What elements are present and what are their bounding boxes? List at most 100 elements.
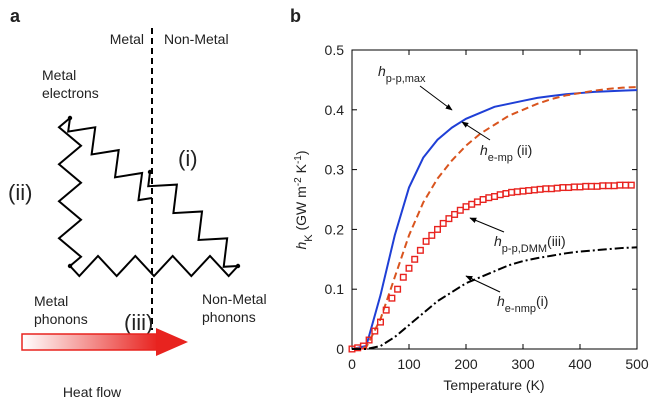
data-point [622,181,630,189]
metal-label: Metal [110,31,144,47]
label-part: -2 [293,177,304,186]
label-part: p-p,DMM [502,243,547,255]
label-part: h [293,242,309,250]
data-point [599,182,607,190]
node-dot [235,263,241,269]
data-point [439,219,447,227]
data-point [502,190,510,198]
label-part: e-mp [488,152,513,164]
series-line [351,89,638,350]
annotation-arrow [465,275,501,293]
panel-a: a Metal Non-Metal Metal electrons (ii) (… [8,6,267,400]
data-point [610,182,618,190]
label-part: (i) [536,293,548,309]
coupling-zigzag [147,171,239,268]
data-point [377,318,385,326]
panel-label: b [290,6,301,26]
data-point [371,327,379,335]
data-point [411,255,419,263]
path-label: (i) [178,146,198,171]
rich-label: he-nmp(i) [497,293,548,315]
path-label: (ii) [8,180,32,205]
data-point [542,185,550,193]
annotation-arrow [419,85,453,111]
data-point [462,203,470,211]
data-point [456,206,464,214]
data-point [428,231,436,239]
x-tick-label: 300 [511,356,535,372]
label-part: K [293,163,309,177]
non-metal-label: Non-Metal [164,31,229,47]
series-line [351,86,638,350]
annotation-arrow [469,217,505,233]
heat-flow-label: Heat flow [63,384,122,400]
y-tick-label: 0.1 [325,281,345,297]
data-point [416,246,424,254]
metal-phonons-label: phonons [34,311,88,327]
data-point [559,184,567,192]
label-part: e-nmp [505,303,536,315]
data-point [382,306,390,314]
data-point [399,273,407,281]
label-part: h [497,293,505,309]
data-point [513,188,521,196]
y-tick-label: 0.3 [325,162,345,178]
metal-electrons-label: Metal [42,67,76,83]
annotation-arrow [461,121,491,141]
heat-arrow-head [156,328,188,356]
data-point [422,237,430,245]
metal-electrons-label: electrons [42,85,99,101]
panel-label: a [10,6,21,26]
data-point [576,183,584,191]
data-point [519,187,527,195]
data-point [405,264,413,272]
x-tick-label: 100 [397,356,421,372]
plot-frame [351,49,638,350]
y-tick-label: 0.5 [325,42,345,58]
rich-label: hp-p,DMM(iii) [494,233,566,255]
data-point [525,187,533,195]
rich-label: hp-p,max [378,63,426,85]
data-point [570,183,578,191]
node-dot [67,115,73,121]
data-point [530,186,538,194]
data-point [365,336,373,344]
data-point [605,182,613,190]
x-tick-label: 500 [625,356,649,372]
label-part: (ii) [513,142,532,158]
series-line [352,246,638,350]
data-point [496,191,504,199]
data-point [536,185,544,193]
data-point [473,198,481,206]
y-tick-label: 0.4 [325,102,345,118]
x-axis-label: Temperature (K) [443,377,544,393]
data-point [394,285,402,293]
node-dot [67,263,73,269]
coupling-zigzag [69,254,239,278]
rich-label: he-mp (ii) [480,142,532,164]
label-part: (iii) [547,233,566,249]
non-metal-phonons-label: Non-Metal [202,291,267,307]
data-point [388,294,396,302]
label-part: h [494,233,502,249]
node-dot [147,169,153,175]
x-tick-label: 400 [568,356,592,372]
label-part: ) [293,150,309,155]
data-point [627,181,635,189]
data-point [508,188,516,196]
data-point [553,184,561,192]
x-tick-label: 0 [348,356,356,372]
non-metal-phonons-label: phonons [202,309,256,325]
label-part: p-p,max [386,73,426,85]
metal-phonons-label: Metal [34,293,68,309]
data-point [565,184,573,192]
data-point [468,200,476,208]
coupling-zigzag [57,117,83,267]
data-point [548,185,556,193]
data-point [434,225,442,233]
heat-arrow-body [21,333,159,351]
label-part: K [303,234,315,242]
data-point [616,181,624,189]
coupling-zigzag [67,117,153,202]
